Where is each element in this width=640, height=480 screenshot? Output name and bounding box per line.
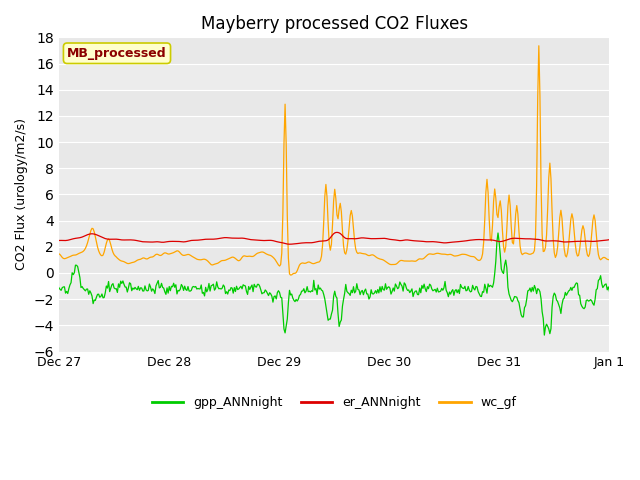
- wc_gf: [508, 224, 515, 229]
- Text: MB_processed: MB_processed: [67, 47, 167, 60]
- Bar: [59, 221, 609, 247]
- er_ANNnight: [385, 236, 392, 242]
- Bar: [59, 168, 609, 194]
- er_ANNnight: [333, 229, 340, 235]
- wc_gf: [55, 251, 63, 257]
- gpp_ANNnight: [353, 281, 360, 287]
- Line: er_ANNnight: er_ANNnight: [59, 232, 609, 244]
- Line: wc_gf: wc_gf: [59, 46, 609, 275]
- er_ANNnight: [509, 236, 516, 241]
- Bar: [59, 116, 609, 142]
- wc_gf: [384, 260, 392, 266]
- wc_gf: [321, 194, 328, 200]
- gpp_ANNnight: [55, 285, 63, 291]
- Title: Mayberry processed CO2 Fluxes: Mayberry processed CO2 Fluxes: [200, 15, 468, 33]
- Line: gpp_ANNnight: gpp_ANNnight: [59, 233, 609, 335]
- er_ANNnight: [321, 238, 328, 244]
- Bar: [59, 325, 609, 351]
- er_ANNnight: [595, 238, 602, 244]
- gpp_ANNnight: [508, 298, 515, 303]
- wc_gf: [535, 43, 543, 48]
- er_ANNnight: [55, 238, 63, 243]
- gpp_ANNnight: [317, 285, 324, 291]
- gpp_ANNnight: [605, 288, 613, 294]
- er_ANNnight: [285, 241, 293, 247]
- Bar: [59, 273, 609, 299]
- wc_gf: [354, 251, 362, 256]
- er_ANNnight: [355, 235, 363, 241]
- wc_gf: [317, 253, 325, 259]
- gpp_ANNnight: [541, 332, 548, 338]
- gpp_ANNnight: [595, 277, 602, 283]
- gpp_ANNnight: [320, 291, 328, 297]
- wc_gf: [595, 252, 602, 258]
- gpp_ANNnight: [494, 230, 502, 236]
- er_ANNnight: [605, 237, 613, 242]
- gpp_ANNnight: [383, 287, 390, 292]
- wc_gf: [287, 272, 294, 278]
- Bar: [59, 63, 609, 90]
- wc_gf: [605, 257, 613, 263]
- Y-axis label: CO2 Flux (urology/m2/s): CO2 Flux (urology/m2/s): [15, 119, 28, 270]
- Legend: gpp_ANNnight, er_ANNnight, wc_gf: gpp_ANNnight, er_ANNnight, wc_gf: [147, 391, 522, 414]
- er_ANNnight: [317, 238, 325, 244]
